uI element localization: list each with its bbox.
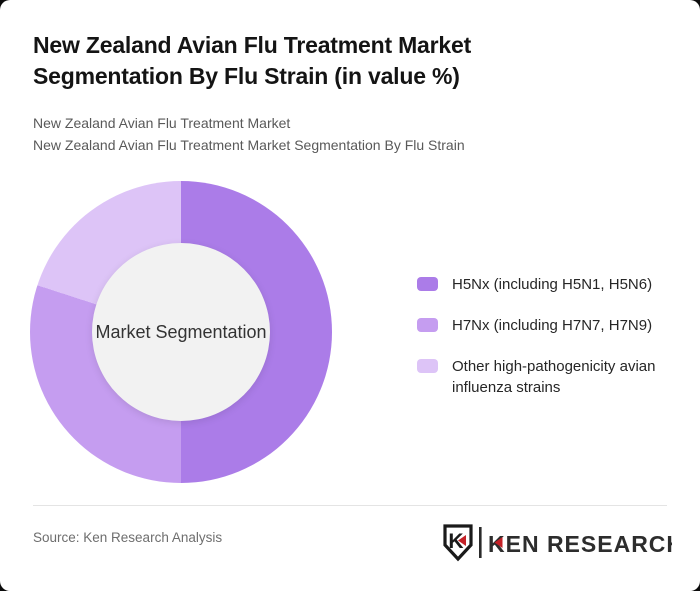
footer-divider — [33, 505, 667, 506]
subtitle-line-2: New Zealand Avian Flu Treatment Market S… — [33, 137, 465, 153]
logo-separator — [479, 527, 482, 558]
source-text: Source: Ken Research Analysis — [33, 530, 223, 545]
subtitle-line-1: New Zealand Avian Flu Treatment Market — [33, 115, 291, 131]
legend-label-h7nx: H7Nx (including H7N7, H7N9) — [452, 317, 653, 334]
logo-wordmark: KEN RESEARCH — [488, 531, 672, 557]
legend-label-h5nx: H5Nx (including H5N1, H5N6) — [452, 276, 653, 293]
legend-item-other: Other high-pathogenicity avian influenza… — [417, 356, 669, 398]
legend-swatch-h5nx — [417, 277, 438, 291]
ken-research-logo: K KEN RESEARCH — [443, 524, 672, 562]
donut-chart: Market Segmentation — [30, 181, 332, 483]
legend-swatch-h7nx — [417, 318, 438, 332]
logo-shield-k-icon: K — [443, 524, 473, 562]
svg-text:KEN RESEARCH: KEN RESEARCH — [488, 531, 672, 557]
chart-legend: H5Nx (including H5N1, H5N6) H7Nx (includ… — [417, 274, 669, 418]
legend-swatch-other — [417, 359, 438, 373]
legend-label-other: Other high-pathogenicity avian influenza… — [452, 358, 656, 396]
legend-item-h7nx: H7Nx (including H7N7, H7N9) — [417, 315, 669, 336]
donut-hole: Market Segmentation — [92, 243, 270, 421]
donut-center-label: Market Segmentation — [95, 321, 267, 342]
legend-item-h5nx: H5Nx (including H5N1, H5N6) — [417, 274, 669, 295]
svg-text:K: K — [448, 530, 463, 553]
breadcrumb: New Zealand Avian Flu Treatment Market N… — [33, 112, 465, 156]
page-title: New Zealand Avian Flu Treatment Market S… — [33, 32, 472, 89]
